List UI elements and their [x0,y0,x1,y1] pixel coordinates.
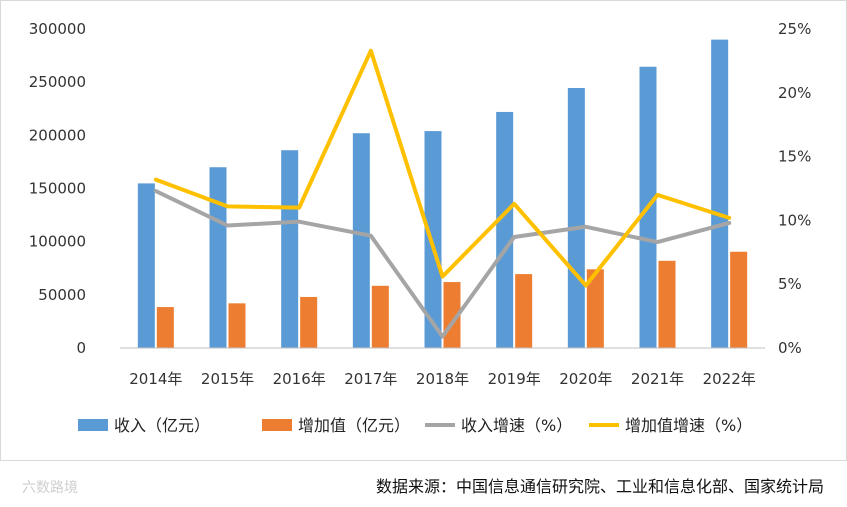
revenue-bar [352,133,370,348]
y-left-tick-label: 300000 [29,20,86,38]
x-axis: 2014年 2015年 2016年 2017年 2018年 2019年 2020年 2021年… [129,370,756,388]
left-axis: 0 50000 100000 150000 200000 250000 300000 [29,20,86,357]
value-added-bar [300,296,318,348]
x-tick-label: 2016年 [273,370,326,388]
right-axis: 0% 5% 10% 15% 20% 25% [778,20,811,357]
x-tick-label: 2019年 [488,370,541,388]
value-added-bar [586,269,604,348]
value-added-growth-line [153,48,732,288]
revenue-bar [137,183,155,348]
revenue-bar [496,111,514,348]
legend-swatch [262,419,292,431]
revenue-bar [424,131,442,348]
y-left-tick-label: 100000 [29,233,86,251]
value-added-bar [730,251,748,348]
revenue-bar [209,167,227,348]
bar-series [137,39,748,349]
value-added-bar [228,303,246,348]
y-right-tick-label: 20% [778,84,811,102]
y-left-tick-label: 150000 [29,180,86,198]
legend: 收入（亿元） 增加值（亿元） 收入增速（%） 增加值增速（%） [78,416,752,435]
line-series [153,48,732,339]
value-added-bar [515,274,533,348]
value-added-bar [156,307,174,348]
legend-swatch [78,419,108,431]
revenue-bar [567,88,585,348]
x-tick-label: 2022年 [703,370,756,388]
y-left-tick-label: 250000 [29,73,86,91]
x-tick-label: 2018年 [416,370,469,388]
x-tick-label: 2014年 [129,370,182,388]
y-left-tick-label: 0 [76,339,86,357]
y-right-tick-label: 15% [778,148,811,166]
x-tick-label: 2015年 [201,370,254,388]
revenue-bar [711,39,729,349]
legend-label: 增加值增速（%） [625,416,752,435]
legend-label: 增加值（亿元） [298,416,410,435]
legend-label: 收入增速（%） [461,416,572,435]
x-tick-label: 2021年 [631,370,684,388]
y-left-tick-label: 50000 [38,286,86,304]
watermark-text: 六数路境 [22,480,78,496]
y-right-tick-label: 0% [778,339,802,357]
y-left-tick-label: 200000 [29,126,86,144]
y-right-tick-label: 10% [778,211,811,229]
revenue-growth-line [153,189,732,339]
value-added-bar [658,260,676,348]
source-text: 数据来源：中国信息通信研究院、工业和信息化部、国家统计局 [376,477,824,496]
y-right-tick-label: 5% [778,275,802,293]
x-tick-label: 2017年 [344,370,397,388]
value-added-bar [371,285,389,348]
x-tick-label: 2020年 [559,370,612,388]
legend-label: 收入（亿元） [114,416,210,435]
revenue-bar [281,150,299,348]
y-right-tick-label: 25% [778,20,811,38]
